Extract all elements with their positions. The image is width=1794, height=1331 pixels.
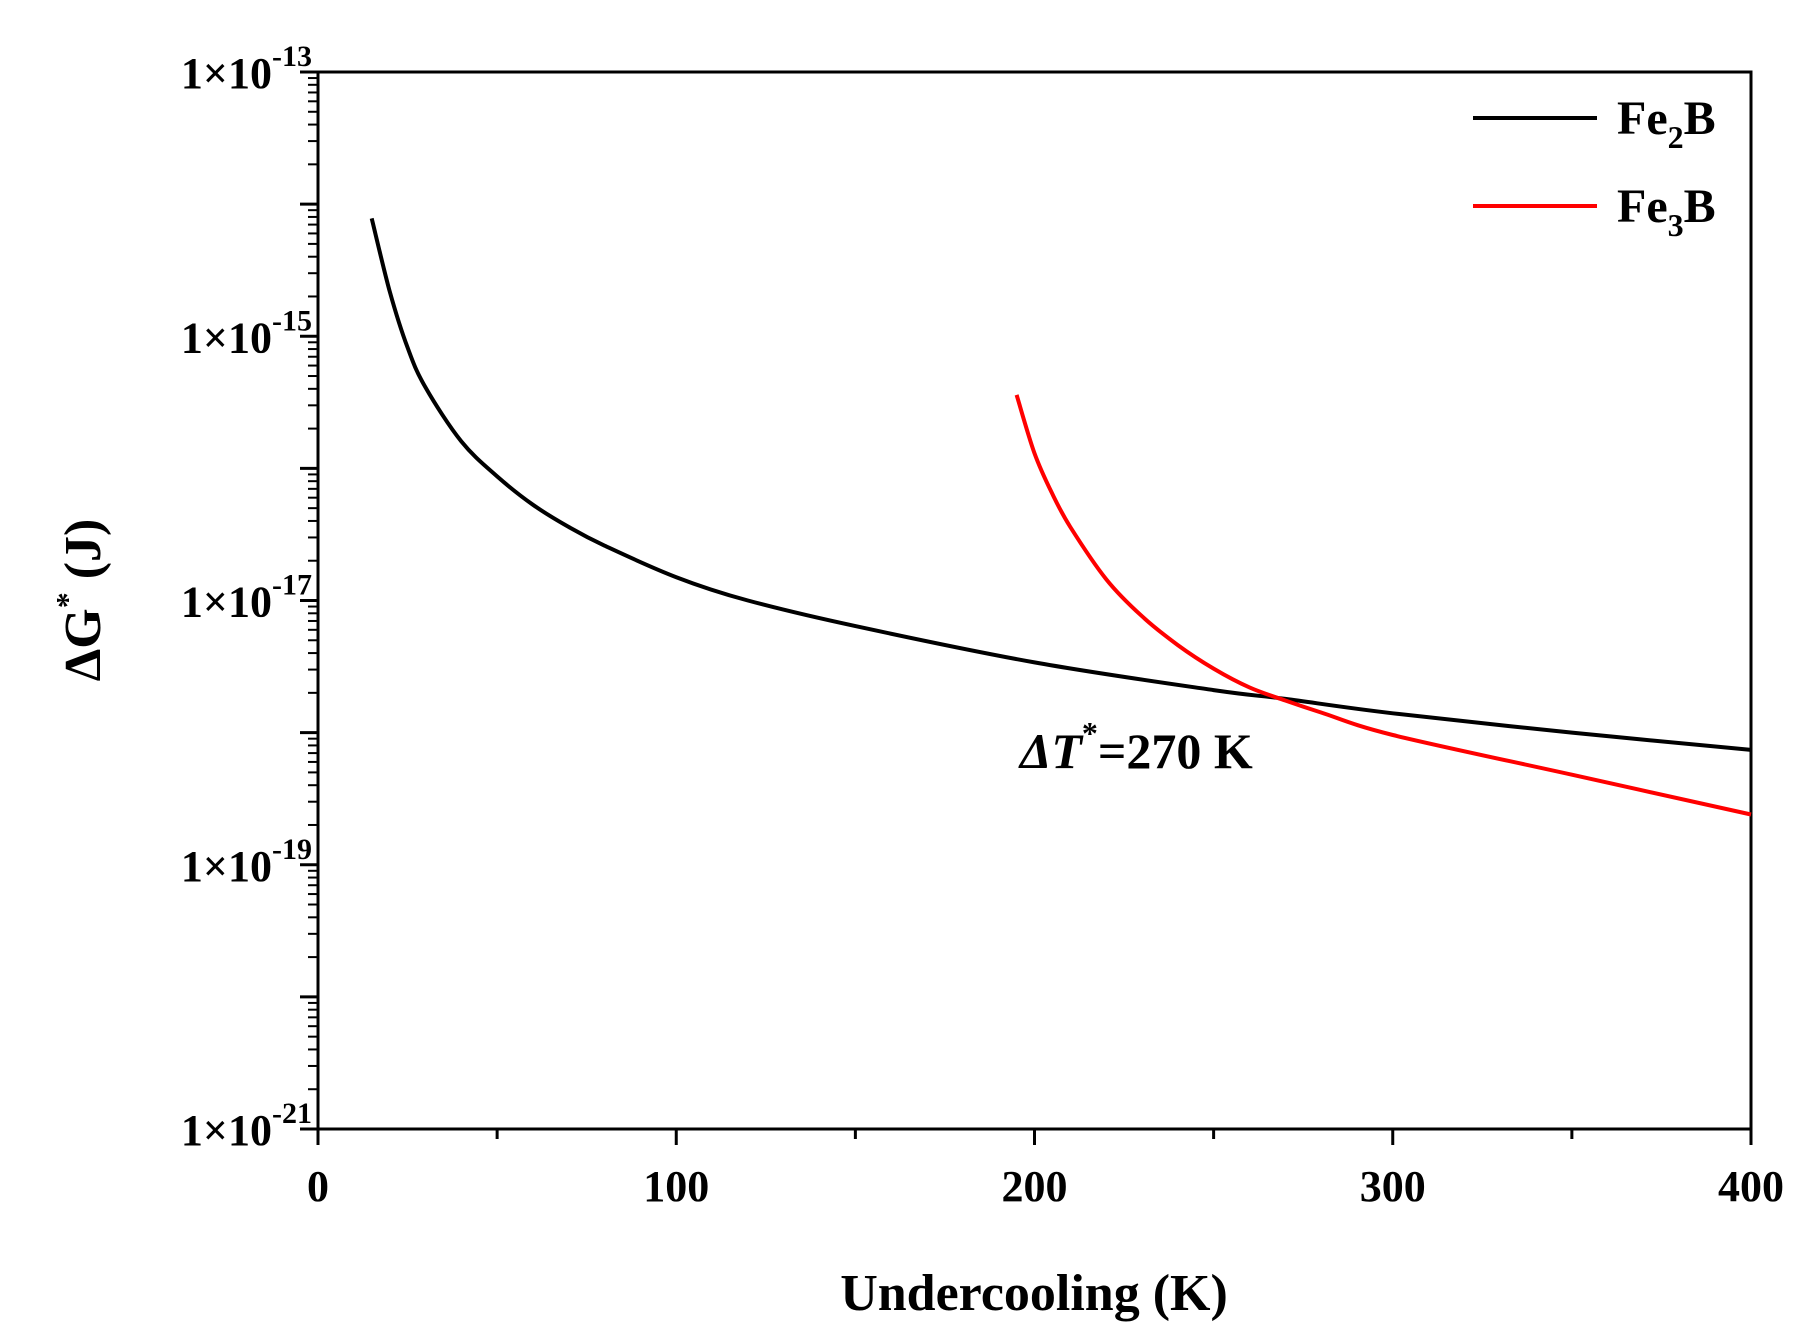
x-tick-label: 200 <box>1002 1162 1068 1211</box>
y-axis-title-suffix: (J) <box>55 519 112 593</box>
y-tick-label: 1×10-17 <box>181 569 312 627</box>
y-axis-title-prefix: ΔG <box>55 608 112 681</box>
series-line-fe2b <box>369 217 1752 752</box>
y-tick-label: 1×10-15 <box>181 304 312 362</box>
legend-label-fe2b: Fe2B <box>1617 92 1716 155</box>
x-axis-title: Undercooling (K) <box>840 1265 1228 1322</box>
x-axis-ticks: 0 100 200 300 400 <box>307 1129 1784 1211</box>
x-tick-label: 0 <box>307 1162 329 1211</box>
legend: Fe2B Fe3B <box>1473 92 1716 243</box>
y-tick-label: 1×10-21 <box>181 1097 312 1155</box>
series-line-fe3b <box>1014 394 1752 817</box>
y-axis-title: ΔG* (J) <box>49 519 112 682</box>
y-axis-title-sup: * <box>49 592 85 608</box>
series-lines <box>369 217 1752 817</box>
y-tick-label: 1×10-19 <box>181 833 312 891</box>
x-tick-label: 300 <box>1360 1162 1426 1211</box>
crossover-annotation: ΔT*=270 K <box>1018 715 1253 779</box>
plot-frame <box>316 70 1753 1131</box>
x-tick-label: 400 <box>1718 1162 1784 1211</box>
y-axis-ticks: 1×10-13 1×10-15 1×10-17 1×10-19 1×10-21 <box>181 40 318 1155</box>
y-tick-label: 1×10-13 <box>181 40 312 98</box>
x-tick-label: 100 <box>643 1162 709 1211</box>
legend-label-fe3b: Fe3B <box>1617 180 1716 243</box>
